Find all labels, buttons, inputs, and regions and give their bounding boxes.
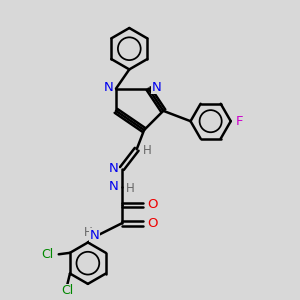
Text: H: H: [143, 144, 152, 157]
Text: O: O: [147, 217, 158, 230]
Text: H: H: [126, 182, 135, 195]
Text: N: N: [90, 229, 100, 242]
Text: N: N: [109, 162, 118, 175]
Text: N: N: [109, 180, 118, 193]
Text: N: N: [103, 81, 113, 94]
Text: H: H: [84, 226, 93, 239]
Text: N: N: [152, 81, 161, 94]
Text: Cl: Cl: [61, 284, 73, 297]
Text: F: F: [236, 115, 244, 128]
Text: Cl: Cl: [41, 248, 54, 261]
Text: O: O: [147, 198, 158, 212]
